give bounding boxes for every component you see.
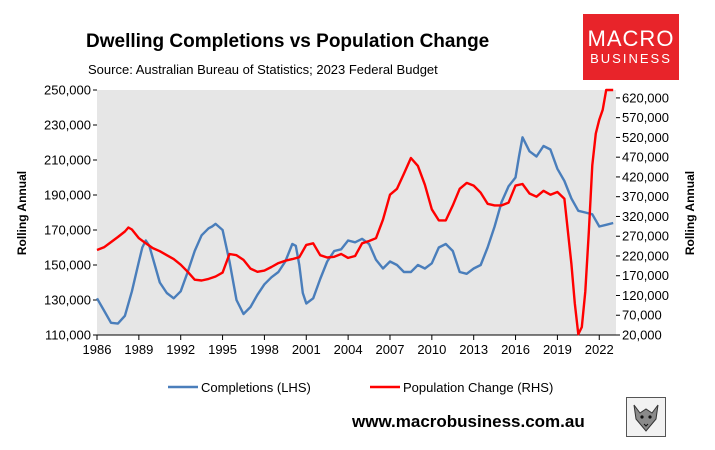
x-tick-label: 1989 [124, 342, 153, 357]
plot-area [97, 90, 616, 335]
x-tick-label: 2016 [501, 342, 530, 357]
y-left-tick-label: 130,000 [44, 293, 91, 308]
completions-line [95, 136, 614, 325]
y-right-tick-label: 220,000 [622, 248, 669, 263]
legend-label-completions: Completions (LHS) [201, 380, 311, 395]
y-right-tick-label: 620,000 [622, 90, 669, 105]
y-axis-title-right: Rolling Annual [683, 171, 697, 255]
x-tick-label: 2013 [459, 342, 488, 357]
y-left-tick-label: 250,000 [44, 83, 91, 98]
x-tick-label: 1995 [208, 342, 237, 357]
y-right-tick-label: 520,000 [622, 130, 669, 145]
x-tick-label: 2001 [292, 342, 321, 357]
x-tick-label: 2004 [334, 342, 363, 357]
x-tick-label: 1992 [166, 342, 195, 357]
y-right-tick-label: 70,000 [622, 308, 662, 323]
y-left-tick-label: 190,000 [44, 188, 91, 203]
chart-title: Dwelling Completions vs Population Chang… [86, 31, 490, 52]
y-left-tick-label: 210,000 [44, 153, 91, 168]
x-tick-label: 1986 [83, 342, 112, 357]
chart-subtitle: Source: Australian Bureau of Statistics;… [88, 62, 438, 77]
y-right-tick-label: 120,000 [622, 288, 669, 303]
wolf-logo-icon [626, 397, 666, 437]
legend: Completions (LHS) Population Change (RHS… [168, 380, 553, 395]
y-left-tick-label: 110,000 [45, 328, 91, 343]
population-change-line [96, 88, 614, 336]
x-tick-label: 1998 [250, 342, 279, 357]
y-right-tick-label: 320,000 [622, 209, 669, 224]
logo-line-1: MACRO [587, 26, 675, 51]
y-left-tick-label: 170,000 [44, 223, 91, 238]
y-axis-title-left: Rolling Annual [15, 171, 29, 255]
x-tick-label: 2007 [376, 342, 405, 357]
chart-svg: 110,000 130,000 150,000 170,000 190,000 210,0… [15, 83, 697, 396]
y-right-tick-label: 420,000 [622, 169, 669, 184]
macrobusiness-logo: MACRO BUSINESS [583, 14, 679, 80]
y-right-tick-label: 20,000 [622, 328, 662, 343]
y-right-tick-label: 570,000 [622, 110, 669, 125]
y-right-tick-label: 170,000 [622, 268, 669, 283]
x-tick-label: 2010 [417, 342, 446, 357]
website-url: www.macrobusiness.com.au [352, 412, 585, 431]
x-tick-label: 2022 [585, 342, 614, 357]
y-left-tick-label: 230,000 [44, 118, 91, 133]
y-right-tick-label: 270,000 [622, 229, 669, 244]
y-right-tick-label: 470,000 [622, 150, 669, 165]
logo-line-2: BUSINESS [590, 51, 672, 66]
y-left-tick-label: 150,000 [44, 258, 91, 273]
x-tick-label: 2019 [543, 342, 572, 357]
y-right-tick-label: 370,000 [622, 189, 669, 204]
legend-label-population: Population Change (RHS) [403, 380, 553, 395]
